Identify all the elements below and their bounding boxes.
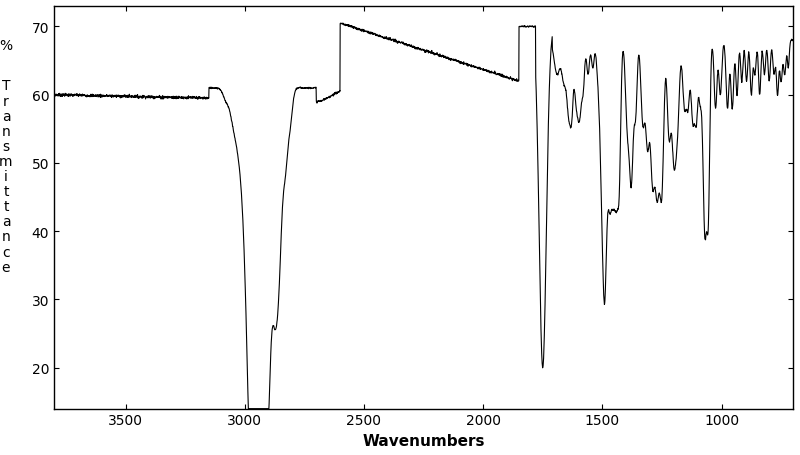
- Text: %: %: [0, 39, 13, 53]
- Text: T
r
a
n
s
m
i
t
t
a
n
c
e: T r a n s m i t t a n c e: [0, 79, 13, 274]
- X-axis label: Wavenumbers: Wavenumbers: [362, 433, 485, 448]
